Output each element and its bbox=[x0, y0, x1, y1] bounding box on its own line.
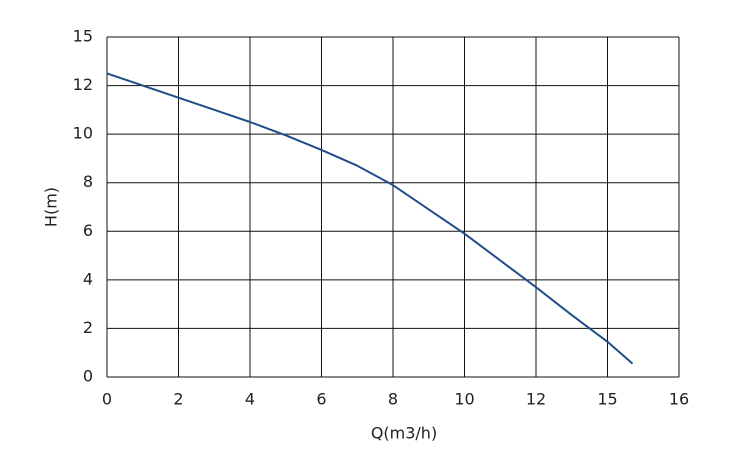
y-tick-label: 0 bbox=[83, 367, 93, 386]
x-axis-label: Q(m3/h) bbox=[371, 424, 437, 443]
y-tick-label: 10 bbox=[73, 124, 93, 143]
x-tick-label: 0 bbox=[102, 390, 112, 409]
line bbox=[106, 72, 634, 365]
x-tick-label: 12 bbox=[526, 390, 546, 409]
x-tick-label: 10 bbox=[454, 390, 474, 409]
x-tick-label: 16 bbox=[669, 390, 689, 409]
x-tick-label: 4 bbox=[245, 390, 255, 409]
x-tick-label: 2 bbox=[173, 390, 183, 409]
y-tick-label: 2 bbox=[83, 318, 93, 337]
y-tick-label: 6 bbox=[83, 221, 93, 240]
y-tick-label: 15 bbox=[73, 27, 93, 46]
x-tick-label: 6 bbox=[316, 390, 326, 409]
x-tick-label: 8 bbox=[388, 390, 398, 409]
y-axis-label: H(m) bbox=[42, 187, 61, 227]
x-tick-label: 15 bbox=[597, 390, 617, 409]
y-tick-label: 4 bbox=[83, 269, 93, 288]
y-tick-label: 12 bbox=[73, 75, 93, 94]
y-tick-label: 8 bbox=[83, 172, 93, 191]
